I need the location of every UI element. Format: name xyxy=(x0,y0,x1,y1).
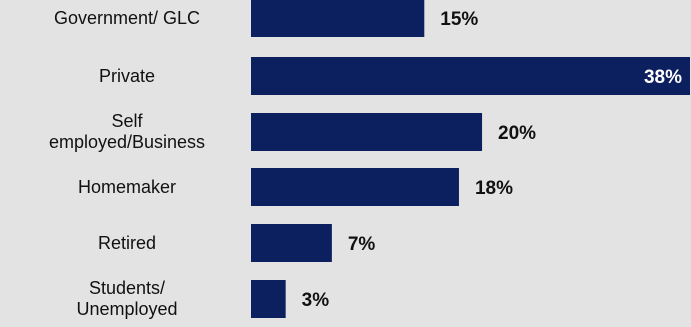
category-label-line: Retired xyxy=(97,232,157,253)
bar-value-label-2: 20% xyxy=(498,123,536,144)
category-label-2: Self employed/Business xyxy=(12,111,242,153)
category-label-line: Private xyxy=(98,65,156,86)
bar-value-label-1: 38% xyxy=(644,67,682,88)
bar-0 xyxy=(251,0,425,37)
category-label-line: employed/Business xyxy=(48,132,206,152)
bar-value-label-3: 18% xyxy=(475,178,513,199)
bar-value-label-4: 7% xyxy=(348,234,376,255)
bar-value-label-5: 3% xyxy=(302,290,330,311)
bar-5 xyxy=(251,280,286,318)
category-label-4: Retired xyxy=(12,233,242,254)
category-label-line: Homemaker xyxy=(77,176,177,197)
bar-3 xyxy=(251,168,459,206)
bar-2 xyxy=(251,113,483,151)
category-label-line: Students/ xyxy=(88,278,166,298)
category-label-0: Government/ GLC xyxy=(12,8,242,29)
category-label-5: Students/Unemployed xyxy=(12,278,242,320)
category-label-line: Unemployed xyxy=(76,299,178,319)
category-label-line: Self xyxy=(111,111,143,131)
category-label-line: Government/ GLC xyxy=(53,7,201,28)
bar-value-label-0: 15% xyxy=(440,9,478,30)
bar-1 xyxy=(251,57,690,95)
category-label-1: Private xyxy=(12,66,242,87)
bar-4 xyxy=(251,224,332,262)
category-label-3: Homemaker xyxy=(12,177,242,198)
